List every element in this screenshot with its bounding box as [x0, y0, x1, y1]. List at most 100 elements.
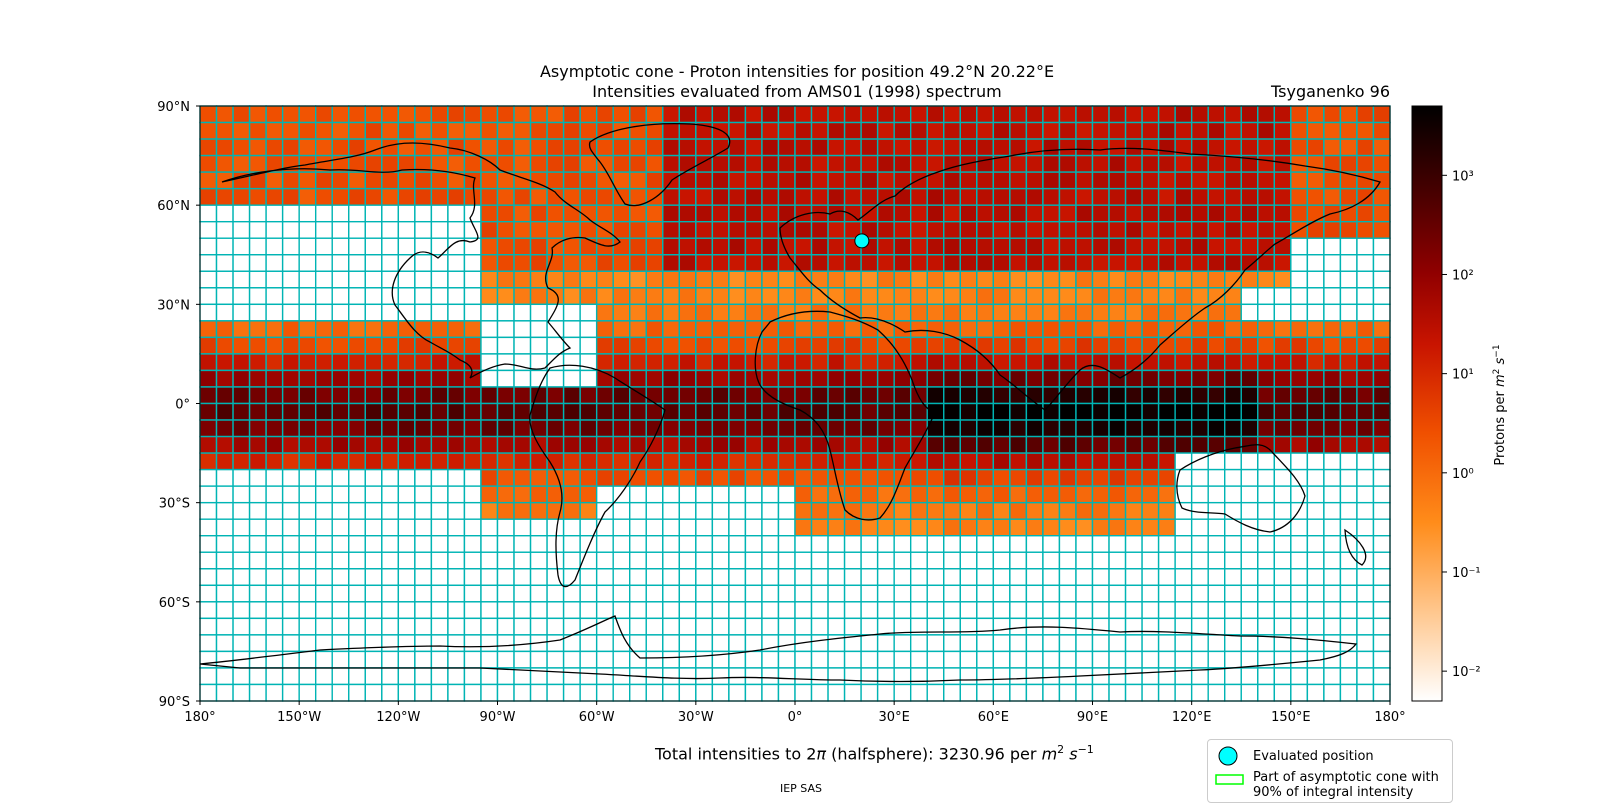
heatmap-cell [860, 485, 879, 504]
heatmap-cell [876, 468, 895, 487]
heatmap-cell [1306, 187, 1325, 206]
heatmap-cell [1091, 254, 1110, 272]
heatmap-cell [463, 254, 482, 272]
heatmap-cell [546, 386, 565, 405]
heatmap-cell [1323, 667, 1342, 686]
heatmap-cell [348, 353, 366, 372]
heatmap-cell [1190, 336, 1209, 355]
heatmap-cell [1257, 270, 1276, 289]
heatmap-cell [265, 518, 284, 537]
heatmap-cell [695, 254, 714, 272]
heatmap-cell [1356, 402, 1375, 421]
heatmap-cell [1207, 452, 1226, 471]
heatmap-cell [513, 220, 532, 239]
heatmap-cell [1240, 535, 1259, 553]
heatmap-cell [199, 535, 218, 553]
x-tick-label: 120°W [376, 710, 420, 725]
heatmap-cell [265, 435, 284, 454]
heatmap-cell [943, 353, 961, 372]
heatmap-cell [1207, 121, 1226, 140]
heatmap-cell [1025, 584, 1044, 603]
heatmap-cell [810, 683, 829, 702]
heatmap-cell [893, 204, 912, 223]
heatmap-cell [1372, 237, 1391, 256]
heatmap-cell [1075, 402, 1094, 421]
heatmap-cell [348, 485, 366, 504]
heatmap-cell [314, 220, 333, 239]
heatmap-cell [645, 220, 664, 239]
heatmap-cell [248, 138, 267, 157]
heatmap-cell [926, 369, 945, 388]
heatmap-cell [496, 386, 515, 405]
heatmap-cell [248, 501, 267, 520]
heatmap-cell [959, 353, 978, 372]
heatmap-cell [959, 650, 978, 669]
heatmap-cell [728, 154, 747, 173]
heatmap-cell [215, 485, 234, 504]
heatmap-cell [629, 138, 647, 157]
heatmap-cell [810, 617, 829, 636]
heatmap-cell [645, 138, 664, 157]
heatmap-cell [943, 402, 961, 421]
heatmap-cell [629, 551, 647, 570]
heatmap-cell [678, 667, 697, 686]
heatmap-cell [1157, 650, 1176, 669]
heatmap-cell [744, 237, 763, 256]
heatmap-cell [1108, 154, 1127, 173]
heatmap-cell [893, 320, 912, 339]
heatmap-cell [199, 369, 218, 388]
heatmap-cell [1224, 204, 1242, 223]
heatmap-cell [1108, 435, 1127, 454]
heatmap-cell [1124, 650, 1143, 669]
heatmap-cell [1091, 535, 1110, 553]
heatmap-cell [992, 601, 1011, 620]
heatmap-cell [1224, 171, 1242, 190]
heatmap-cell [992, 138, 1011, 157]
heatmap-cell [463, 568, 482, 587]
heatmap-cell [976, 518, 995, 537]
heatmap-cell [430, 336, 449, 355]
heatmap-cell [943, 386, 961, 405]
heatmap-cell [876, 320, 895, 339]
heatmap-cell [810, 584, 829, 603]
heatmap-cell [232, 468, 251, 487]
heatmap-cell [876, 105, 895, 124]
heatmap-cell [265, 650, 284, 669]
heatmap-cell [827, 320, 846, 339]
heatmap-cell [612, 154, 631, 173]
heatmap-cell [595, 254, 614, 272]
heatmap-cell [976, 501, 995, 520]
heatmap-cell [480, 601, 499, 620]
heatmap-cell [1257, 320, 1276, 339]
heatmap-cell [480, 584, 499, 603]
heatmap-cell [364, 287, 383, 306]
heatmap-cell [579, 336, 598, 355]
heatmap-cell [959, 535, 978, 553]
heatmap-cell [1174, 154, 1193, 173]
heatmap-cell [1207, 419, 1226, 438]
heatmap-cell [711, 634, 730, 653]
heatmap-cell [1174, 634, 1193, 653]
heatmap-cell [1190, 634, 1209, 653]
heatmap-cell [397, 336, 416, 355]
y-tick-label: 60°N [157, 199, 190, 214]
heatmap-cell [381, 386, 400, 405]
heatmap-cell [1058, 187, 1077, 206]
heatmap-cell [364, 683, 383, 702]
heatmap-cell [447, 270, 466, 289]
x-tick-label: 180° [184, 710, 215, 725]
heatmap-cell [1257, 220, 1276, 239]
heatmap-cell [414, 452, 433, 471]
heatmap-cell [281, 320, 300, 339]
heatmap-cell [1009, 353, 1028, 372]
heatmap-cell [1323, 601, 1342, 620]
heatmap-cell [364, 369, 383, 388]
heatmap-cell [430, 303, 449, 322]
heatmap-cell [232, 138, 251, 157]
heatmap-cell [248, 518, 267, 537]
heatmap-cell [876, 617, 895, 636]
heatmap-cell [1058, 237, 1077, 256]
heatmap-cell [579, 634, 598, 653]
heatmap-cell [199, 254, 218, 272]
heatmap-cell [430, 452, 449, 471]
